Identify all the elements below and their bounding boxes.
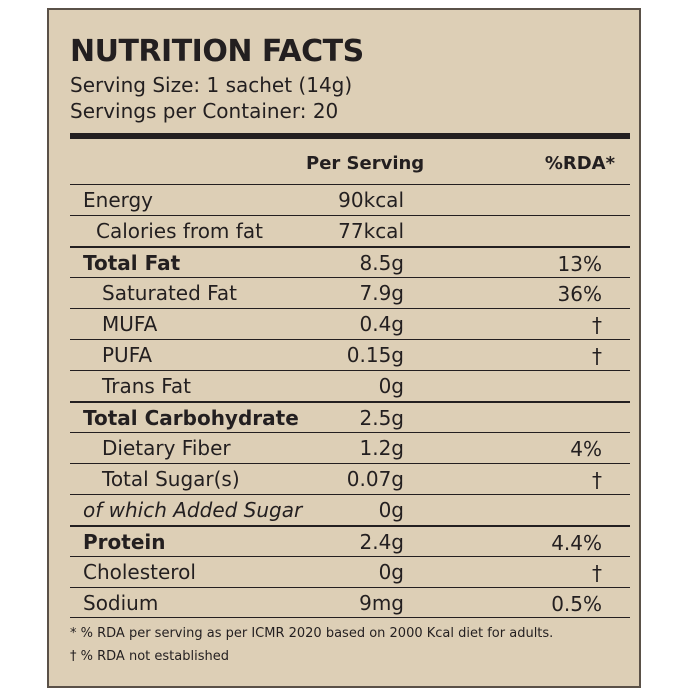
nutrient-row-total-sugars: Total Sugar(s) 0.07g † (70, 463, 630, 494)
nutrient-amount: 0.15g (346, 343, 404, 367)
footnote-rda-not-established: † % RDA not established (70, 649, 229, 664)
nutrient-amount: 9mg (359, 591, 404, 615)
nutrient-row-added-sugar: of which Added Sugar 0g (70, 494, 630, 525)
nutrient-rda: 0.5% (551, 592, 602, 616)
nutrient-name: Energy (83, 188, 154, 212)
nutrient-amount: 0.4g (359, 312, 404, 336)
nutrition-facts-title: NUTRITION FACTS (70, 34, 364, 69)
nutrient-rda: † (592, 313, 602, 337)
nutrient-amount: 1.2g (359, 436, 404, 460)
nutrient-row-total-fat: Total Fat 8.5g 13% (70, 246, 630, 277)
nutrient-name: Dietary Fiber (102, 436, 231, 460)
nutrient-row-saturated-fat: Saturated Fat 7.9g 36% (70, 277, 630, 308)
nutrient-row-energy: Energy 90kcal (70, 184, 630, 215)
nutrient-amount: 90kcal (338, 188, 404, 212)
footnote-rda-basis: * % RDA per serving as per ICMR 2020 bas… (70, 626, 554, 641)
nutrient-name: Saturated Fat (102, 281, 237, 305)
nutrient-name: Cholesterol (83, 560, 196, 584)
nutrient-row-protein: Protein 2.4g 4.4% (70, 525, 630, 556)
nutrient-rda: † (592, 561, 602, 585)
nutrient-amount: 2.4g (359, 530, 404, 554)
nutrient-name: MUFA (102, 312, 158, 336)
nutrient-name: Protein (83, 530, 166, 554)
nutrient-name: Total Fat (83, 251, 181, 275)
nutrient-name: Total Carbohydrate (83, 406, 299, 430)
nutrient-name: of which Added Sugar (83, 498, 303, 522)
nutrient-row-cholesterol: Cholesterol 0g † (70, 556, 630, 587)
nutrient-name: Trans Fat (102, 374, 191, 398)
nutrient-table: Energy 90kcal Calories from fat 77kcal T… (70, 184, 630, 618)
serving-size: Serving Size: 1 sachet (14g) (70, 73, 353, 97)
nutrient-name: PUFA (102, 343, 153, 367)
nutrient-amount: 2.5g (359, 406, 404, 430)
nutrient-row-total-carbohydrate: Total Carbohydrate 2.5g (70, 401, 630, 432)
nutrient-rda: 13% (557, 252, 602, 276)
nutrient-rda: 36% (557, 282, 602, 306)
nutrient-amount: 0.07g (346, 467, 404, 491)
nutrient-amount: 7.9g (359, 281, 404, 305)
nutrient-row-trans-fat: Trans Fat 0g (70, 370, 630, 401)
nutrient-amount: 77kcal (338, 219, 404, 243)
nutrition-facts-panel: NUTRITION FACTS Serving Size: 1 sachet (… (47, 8, 641, 688)
nutrient-rda: † (592, 468, 602, 492)
nutrient-rda: 4% (570, 437, 602, 461)
thick-divider (70, 133, 630, 139)
column-header-rda: %RDA* (544, 153, 615, 174)
servings-per-container: Servings per Container: 20 (70, 99, 339, 123)
nutrient-amount: 0g (378, 498, 404, 522)
nutrient-name: Total Sugar(s) (102, 467, 240, 491)
nutrient-amount: 8.5g (359, 251, 404, 275)
nutrient-row-calories-from-fat: Calories from fat 77kcal (70, 215, 630, 246)
nutrient-row-pufa: PUFA 0.15g † (70, 339, 630, 370)
nutrient-name: Calories from fat (96, 219, 263, 243)
nutrient-amount: 0g (378, 560, 404, 584)
nutrient-row-mufa: MUFA 0.4g † (70, 308, 630, 339)
nutrient-amount: 0g (378, 374, 404, 398)
nutrient-row-sodium: Sodium 9mg 0.5% (70, 587, 630, 618)
nutrient-name: Sodium (83, 591, 159, 615)
nutrient-row-dietary-fiber: Dietary Fiber 1.2g 4% (70, 432, 630, 463)
nutrient-rda: 4.4% (551, 531, 602, 555)
column-header-per-serving: Per Serving (306, 153, 425, 174)
nutrient-rda: † (592, 344, 602, 368)
